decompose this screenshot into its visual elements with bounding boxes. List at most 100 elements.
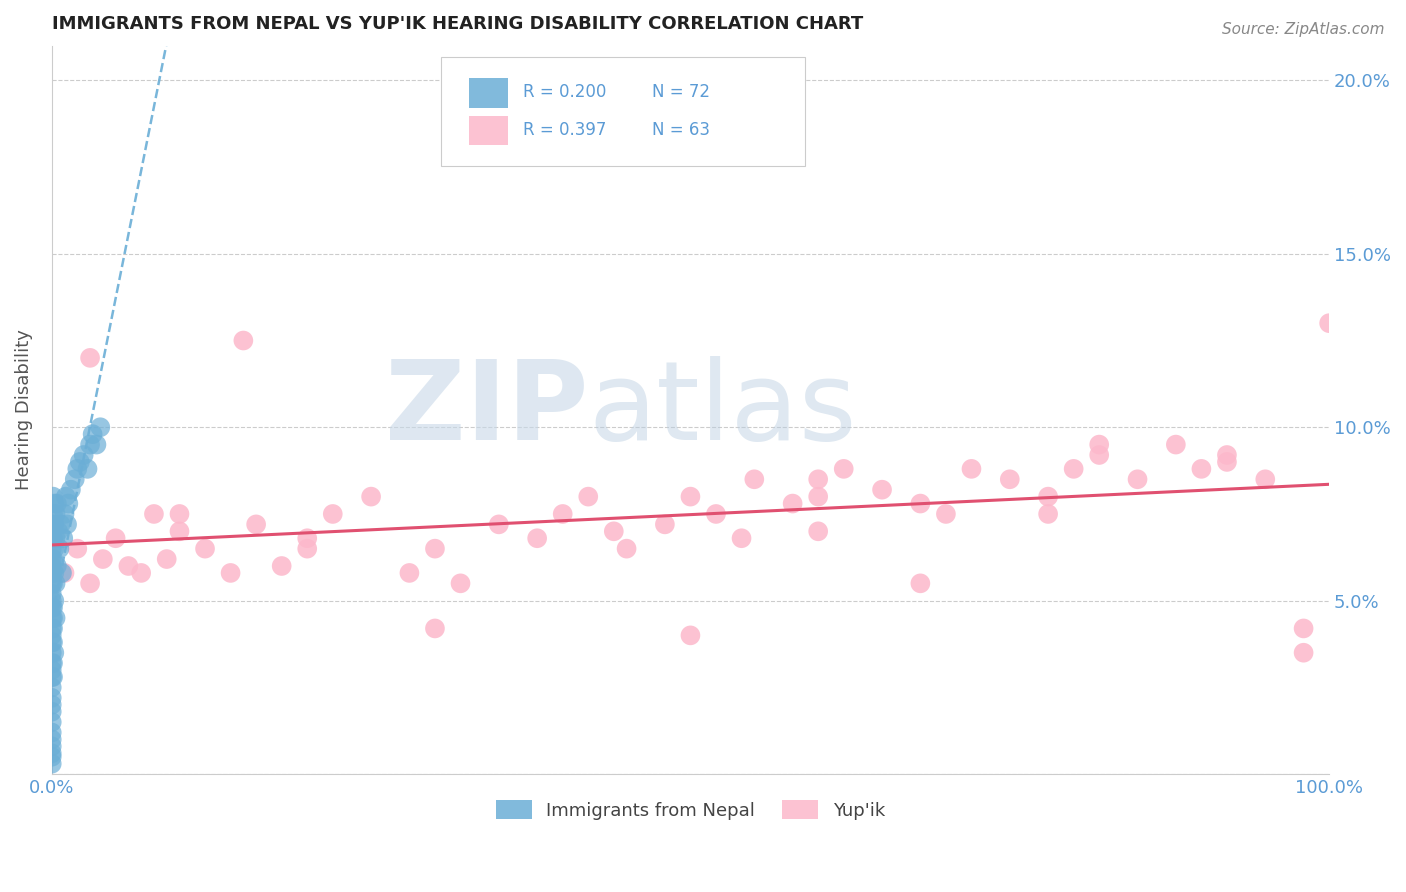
Point: [104, 531, 127, 545]
Point: [45, 507, 67, 521]
Point: [450, 576, 472, 591]
Point: [82, 427, 104, 442]
Point: [704, 507, 727, 521]
Point: [44, 566, 66, 580]
Point: [41, 611, 63, 625]
Point: [63, 472, 86, 486]
Point: [66, 541, 89, 556]
Point: [41, 739, 63, 754]
Point: [41, 732, 63, 747]
Point: [1164, 437, 1187, 451]
Point: [1292, 622, 1315, 636]
Point: [603, 524, 626, 539]
Point: [616, 541, 638, 556]
Point: [79, 437, 101, 451]
Point: [423, 622, 446, 636]
Point: [41, 747, 63, 761]
Point: [1088, 437, 1111, 451]
Point: [169, 524, 191, 539]
Y-axis label: Hearing Disability: Hearing Disability: [15, 329, 32, 491]
Point: [1036, 490, 1059, 504]
Point: [117, 559, 139, 574]
Point: [44, 517, 66, 532]
Point: [41, 587, 63, 601]
Point: [1189, 462, 1212, 476]
Point: [73, 448, 96, 462]
Point: [219, 566, 242, 580]
Point: [1126, 472, 1149, 486]
Point: [69, 455, 91, 469]
FancyBboxPatch shape: [441, 56, 806, 166]
Point: [41, 622, 63, 636]
Point: [45, 611, 67, 625]
Point: [910, 576, 932, 591]
Text: atlas: atlas: [588, 357, 856, 464]
Point: [89, 420, 111, 434]
Point: [245, 517, 267, 532]
Point: [935, 507, 957, 521]
Point: [79, 351, 101, 365]
Point: [270, 559, 292, 574]
Point: [76, 462, 98, 476]
Point: [488, 517, 510, 532]
Point: [42, 576, 65, 591]
Text: R = 0.200: R = 0.200: [523, 83, 606, 102]
Point: [679, 628, 702, 642]
Point: [1292, 646, 1315, 660]
Point: [41, 576, 63, 591]
Point: [1088, 448, 1111, 462]
Point: [730, 531, 752, 545]
Point: [998, 472, 1021, 486]
Point: [398, 566, 420, 580]
Point: [44, 541, 66, 556]
Point: [41, 725, 63, 739]
Point: [41, 524, 63, 539]
Point: [41, 646, 63, 660]
Point: [42, 600, 65, 615]
Point: [654, 517, 676, 532]
Point: [42, 656, 65, 670]
Point: [41, 531, 63, 545]
Point: [1216, 448, 1239, 462]
Point: [807, 490, 830, 504]
Point: [782, 497, 804, 511]
Point: [960, 462, 983, 476]
Point: [41, 628, 63, 642]
FancyBboxPatch shape: [470, 78, 508, 108]
Point: [910, 497, 932, 511]
Point: [41, 566, 63, 580]
Point: [156, 552, 179, 566]
Point: [807, 524, 830, 539]
Point: [41, 670, 63, 684]
Point: [45, 576, 67, 591]
Point: [526, 531, 548, 545]
Point: [42, 490, 65, 504]
Point: [56, 517, 79, 532]
Point: [41, 600, 63, 615]
Point: [86, 437, 108, 451]
Point: [91, 552, 114, 566]
Point: [679, 490, 702, 504]
Point: [1063, 462, 1085, 476]
Point: [41, 681, 63, 695]
Point: [42, 507, 65, 521]
Point: [360, 490, 382, 504]
Point: [53, 507, 76, 521]
Text: Source: ZipAtlas.com: Source: ZipAtlas.com: [1222, 22, 1385, 37]
Point: [232, 334, 254, 348]
Point: [42, 670, 65, 684]
Point: [129, 566, 152, 580]
Point: [1317, 316, 1340, 330]
Point: [55, 490, 77, 504]
Point: [48, 541, 70, 556]
Point: [41, 656, 63, 670]
Point: [45, 497, 67, 511]
Point: [49, 517, 72, 532]
Point: [41, 663, 63, 677]
Point: [42, 635, 65, 649]
Point: [1036, 507, 1059, 521]
Point: [576, 490, 599, 504]
Point: [42, 531, 65, 545]
Text: R = 0.397: R = 0.397: [523, 121, 606, 139]
Point: [41, 559, 63, 574]
